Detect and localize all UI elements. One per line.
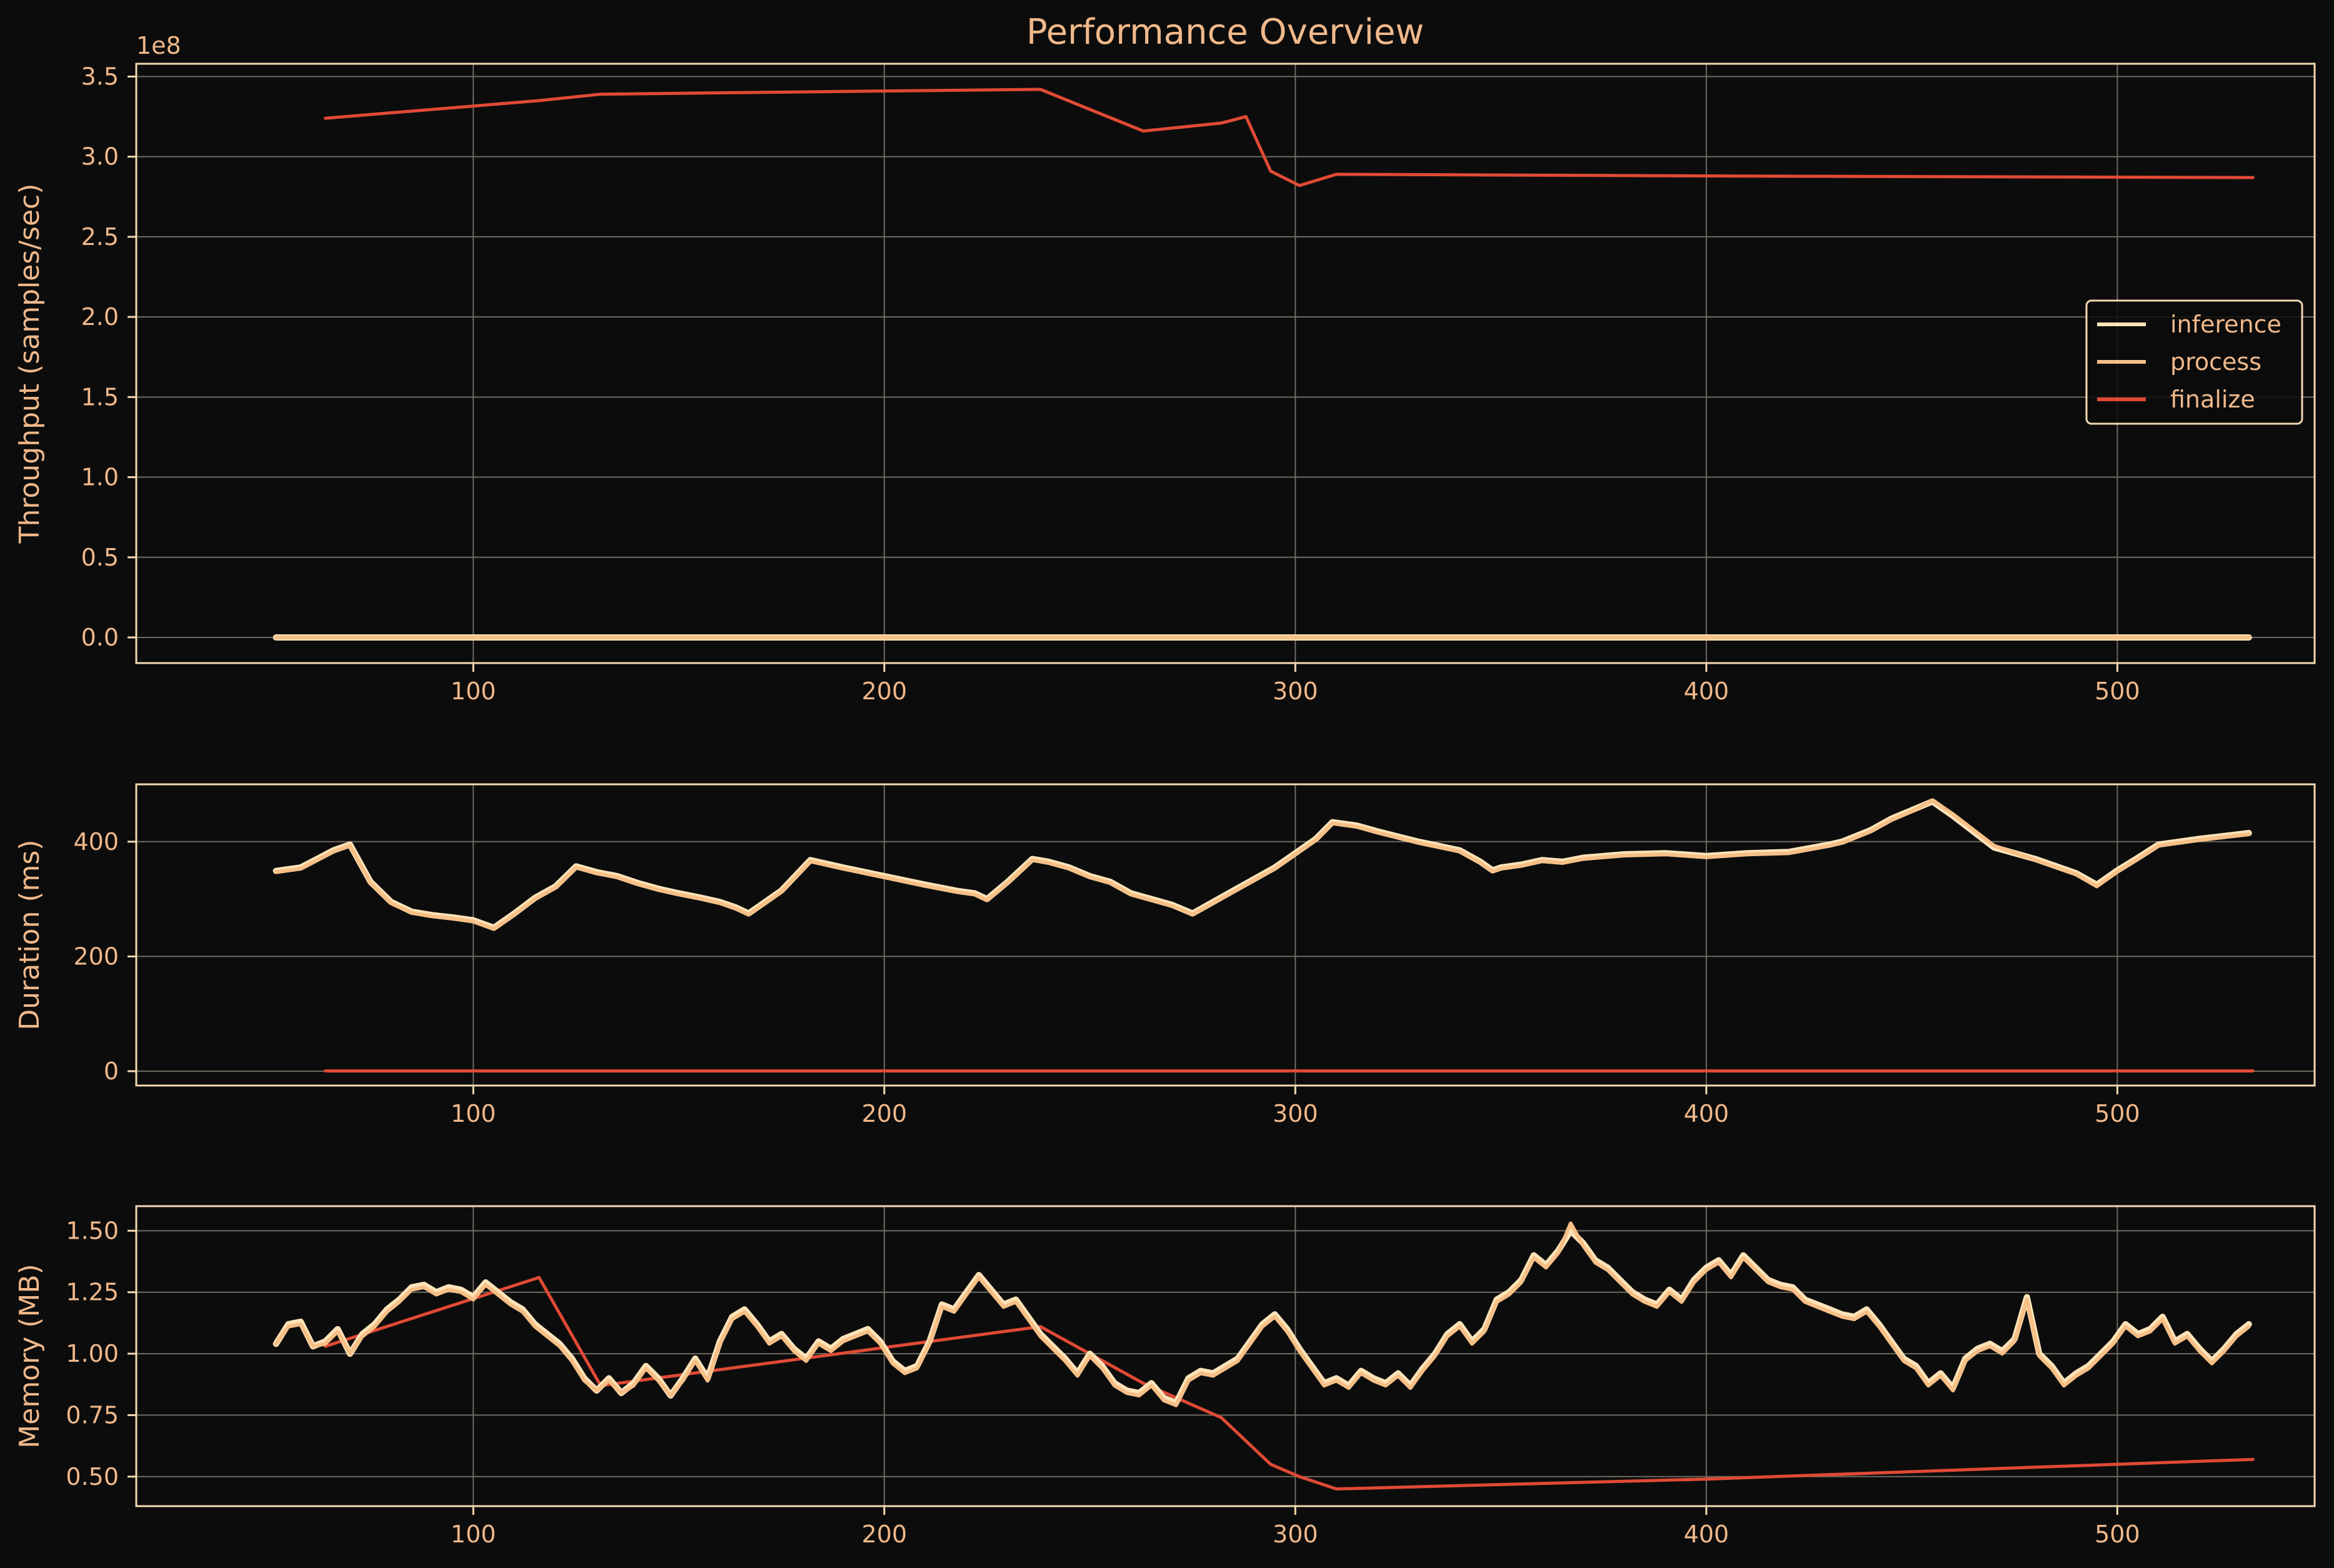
- legend-frame: [2085, 299, 2303, 425]
- legend: inference process finalize: [2085, 299, 2303, 425]
- x-tick-label: 200: [861, 677, 907, 705]
- panel-3: 100 200 300 400 500 0.50 0.75 1.00 1.25 1.50 Memor…: [14, 1205, 2316, 1548]
- y-tick-label: 1.50: [66, 1217, 119, 1244]
- chart-title: Performance Overview: [1026, 12, 1424, 52]
- panel-2: 100 200 300 400 500 0 200 400 Duration (ms): [14, 783, 2316, 1127]
- y-axis-label: Memory (MB): [14, 1264, 46, 1448]
- axes-frame: [135, 1205, 2316, 1507]
- y-tick-label: 3.0: [81, 143, 119, 171]
- y-tick-label: 200: [73, 942, 119, 970]
- y-axis-label: Duration (ms): [14, 839, 46, 1030]
- x-tick-label: 400: [1684, 1521, 1730, 1548]
- x-tick-label: 300: [1273, 1100, 1318, 1127]
- y-axis-label: Throughput (samples/sec): [14, 184, 46, 544]
- y-tick-label: 2.5: [81, 223, 119, 251]
- y-tick-label: 1.5: [81, 383, 119, 411]
- axes-frame: [135, 62, 2316, 664]
- x-tick-label: 100: [451, 1521, 496, 1548]
- series-line-finalize: [324, 87, 2255, 187]
- y-tick-label: 0.75: [66, 1401, 119, 1429]
- legend-label-finalize: finalize: [2170, 386, 2255, 413]
- y-tick-label: 0: [104, 1057, 119, 1085]
- x-tick-label: 100: [451, 1100, 496, 1127]
- x-tick-label: 400: [1684, 1100, 1730, 1127]
- axes-frame: [135, 783, 2316, 1087]
- x-tick-label: 200: [861, 1521, 907, 1548]
- y-tick-label: 0.0: [81, 624, 119, 651]
- x-tick-label: 100: [451, 677, 496, 705]
- x-tick-label: 300: [1273, 1521, 1318, 1548]
- x-tick-label: 300: [1273, 677, 1318, 705]
- x-tick-label: 500: [2095, 1100, 2140, 1127]
- y-tick-label: 1.25: [66, 1279, 119, 1306]
- y-tick-label: 0.50: [66, 1463, 119, 1491]
- panels: 100 200 300 400 500 0.0 0.5 1.0 1.5 2.0 2.5 3.0 3.5 T…: [14, 32, 2316, 1548]
- panel-1: 100 200 300 400 500 0.0 0.5 1.0 1.5 2.0 2.5 3.0 3.5 T…: [14, 32, 2316, 705]
- series-line-process: [274, 798, 2251, 931]
- axis-offset-label: 1e8: [136, 32, 181, 59]
- x-tick-label: 400: [1684, 677, 1730, 705]
- y-tick-label: 0.5: [81, 544, 119, 571]
- y-tick-label: 1.0: [81, 464, 119, 491]
- series-line-process: [274, 1221, 2251, 1407]
- y-tick-label: 400: [73, 828, 119, 856]
- x-tick-label: 500: [2095, 1521, 2140, 1548]
- y-tick-label: 2.0: [81, 303, 119, 331]
- legend-label-inference: inference: [2170, 311, 2281, 338]
- y-tick-label: 3.5: [81, 63, 119, 91]
- y-tick-label: 1.00: [66, 1340, 119, 1367]
- legend-label-process: process: [2170, 348, 2261, 376]
- x-tick-label: 500: [2095, 677, 2140, 705]
- x-tick-label: 200: [861, 1100, 907, 1127]
- series-line-finalize: [324, 1276, 2255, 1491]
